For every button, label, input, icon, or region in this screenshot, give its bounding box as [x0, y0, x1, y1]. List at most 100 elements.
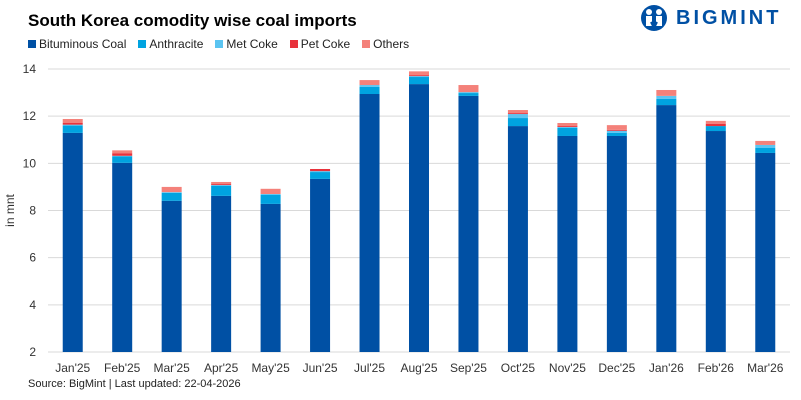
x-tick-label: Jan'25: [55, 361, 90, 375]
bar-segment: [62, 123, 83, 125]
bar-segment: [705, 123, 726, 127]
legend-label: Anthracite: [149, 37, 204, 51]
bar-segment: [606, 132, 627, 136]
x-tick-label: Feb'25: [104, 361, 141, 375]
bar-segment: [458, 93, 479, 96]
bar-segment: [62, 118, 83, 124]
bar-segment: [507, 110, 528, 114]
bar-segment: [458, 92, 479, 94]
bar-segment: [606, 130, 627, 133]
x-tick-label: Jan'26: [649, 361, 684, 375]
bar-segment: [260, 203, 281, 352]
y-tick-label: 8: [29, 204, 36, 218]
bar-segment: [211, 184, 232, 186]
bar-segment: [260, 194, 281, 204]
legend-item: Anthracite: [138, 37, 203, 51]
bar-segment: [359, 85, 380, 87]
bar-segment: [557, 126, 578, 128]
bar-segment: [409, 84, 429, 353]
bar-segment: [359, 93, 380, 352]
bar-segment: [310, 168, 331, 172]
bar-segment: [161, 192, 182, 193]
x-tick-label: May'25: [251, 361, 290, 375]
y-tick-label: 4: [29, 298, 36, 312]
bar-segment: [656, 89, 677, 96]
bar-segment: [606, 129, 627, 131]
legend-label: Met Coke: [226, 37, 278, 51]
bar-segment: [359, 86, 380, 94]
legend-swatch: [289, 40, 298, 48]
x-tick-label: Oct'25: [501, 361, 536, 375]
bar-segment: [409, 75, 429, 77]
bar-segment: [557, 135, 578, 352]
bar-segment: [359, 80, 380, 86]
bar-segment: [62, 124, 83, 126]
bar-segment: [755, 140, 776, 145]
y-tick-label: 10: [23, 156, 37, 170]
bar-segment: [656, 95, 677, 99]
bar-segment: [458, 85, 479, 93]
source-note: Source: BigMint | Last updated: 22-04-20…: [28, 378, 241, 390]
x-tick-label: Apr'25: [204, 361, 239, 375]
bar-segment: [211, 185, 232, 186]
bar-segment: [310, 172, 331, 179]
bar-segment: [112, 153, 133, 156]
y-tick-label: 12: [23, 109, 37, 123]
legend-swatch: [138, 40, 147, 48]
bar-segment: [161, 200, 182, 352]
legend-swatch: [28, 40, 36, 48]
x-tick-label: Dec'25: [598, 361, 635, 375]
legend-label: Bituminous Coal: [39, 37, 127, 51]
legend-item: Pet Coke: [289, 37, 350, 51]
bar-segment: [310, 178, 331, 352]
bar-segment: [112, 162, 133, 352]
legend-item: Bituminous Coal: [28, 37, 126, 51]
x-tick-label: Feb'26: [698, 361, 735, 375]
bar-segment: [260, 188, 281, 194]
x-tick-label: Nov'25: [549, 361, 586, 375]
bar-segment: [507, 126, 528, 353]
x-tick-label: Jun'25: [303, 361, 338, 375]
bar-segment: [755, 152, 776, 352]
bar-segment: [260, 193, 281, 195]
y-tick-label: 14: [23, 62, 37, 76]
bar-segment: [705, 126, 726, 132]
bar-segment: [656, 105, 677, 353]
legend-swatch: [215, 40, 224, 48]
bar-segment: [606, 125, 627, 130]
bar-segment: [507, 118, 528, 127]
bar-segment: [161, 186, 182, 193]
bar-segment: [656, 98, 677, 106]
bar-segment: [112, 150, 133, 154]
legend-item: Others: [362, 37, 409, 51]
bar-segment: [211, 185, 232, 196]
bar-segment: [458, 95, 479, 352]
x-tick-label: Aug'25: [401, 361, 438, 375]
bar-segment: [409, 76, 429, 78]
bar-segment: [755, 148, 776, 153]
y-tick-label: 2: [29, 345, 36, 359]
bar-segment: [62, 132, 83, 352]
bar-segment: [705, 131, 726, 352]
bar-segment: [606, 135, 627, 352]
bar-segment: [507, 114, 528, 119]
x-tick-label: Jul'25: [354, 361, 385, 375]
bar-segment: [310, 171, 331, 173]
legend: Bituminous Coal Anthracite Met Coke Pet Cok…: [28, 37, 409, 51]
bar-segment: [557, 127, 578, 128]
bar-segment: [112, 156, 133, 163]
bigmint-logo-icon: [641, 5, 667, 31]
bar-segment: [62, 125, 83, 133]
legend-label: Others: [373, 37, 410, 51]
x-tick-label: Mar'25: [154, 361, 191, 375]
logo-text: BIGMINT: [676, 6, 782, 29]
legend-item: Met Coke: [215, 37, 278, 51]
bar-segment: [557, 127, 578, 136]
legend-swatch: [362, 40, 371, 48]
bar-segment: [409, 77, 429, 85]
y-axis-label: in mnt: [3, 194, 17, 227]
bar-segment: [557, 123, 578, 127]
bar-segment: [507, 113, 528, 115]
bigmint-logo: BIGMINT: [640, 4, 781, 32]
x-tick-label: Mar'26: [747, 361, 784, 375]
